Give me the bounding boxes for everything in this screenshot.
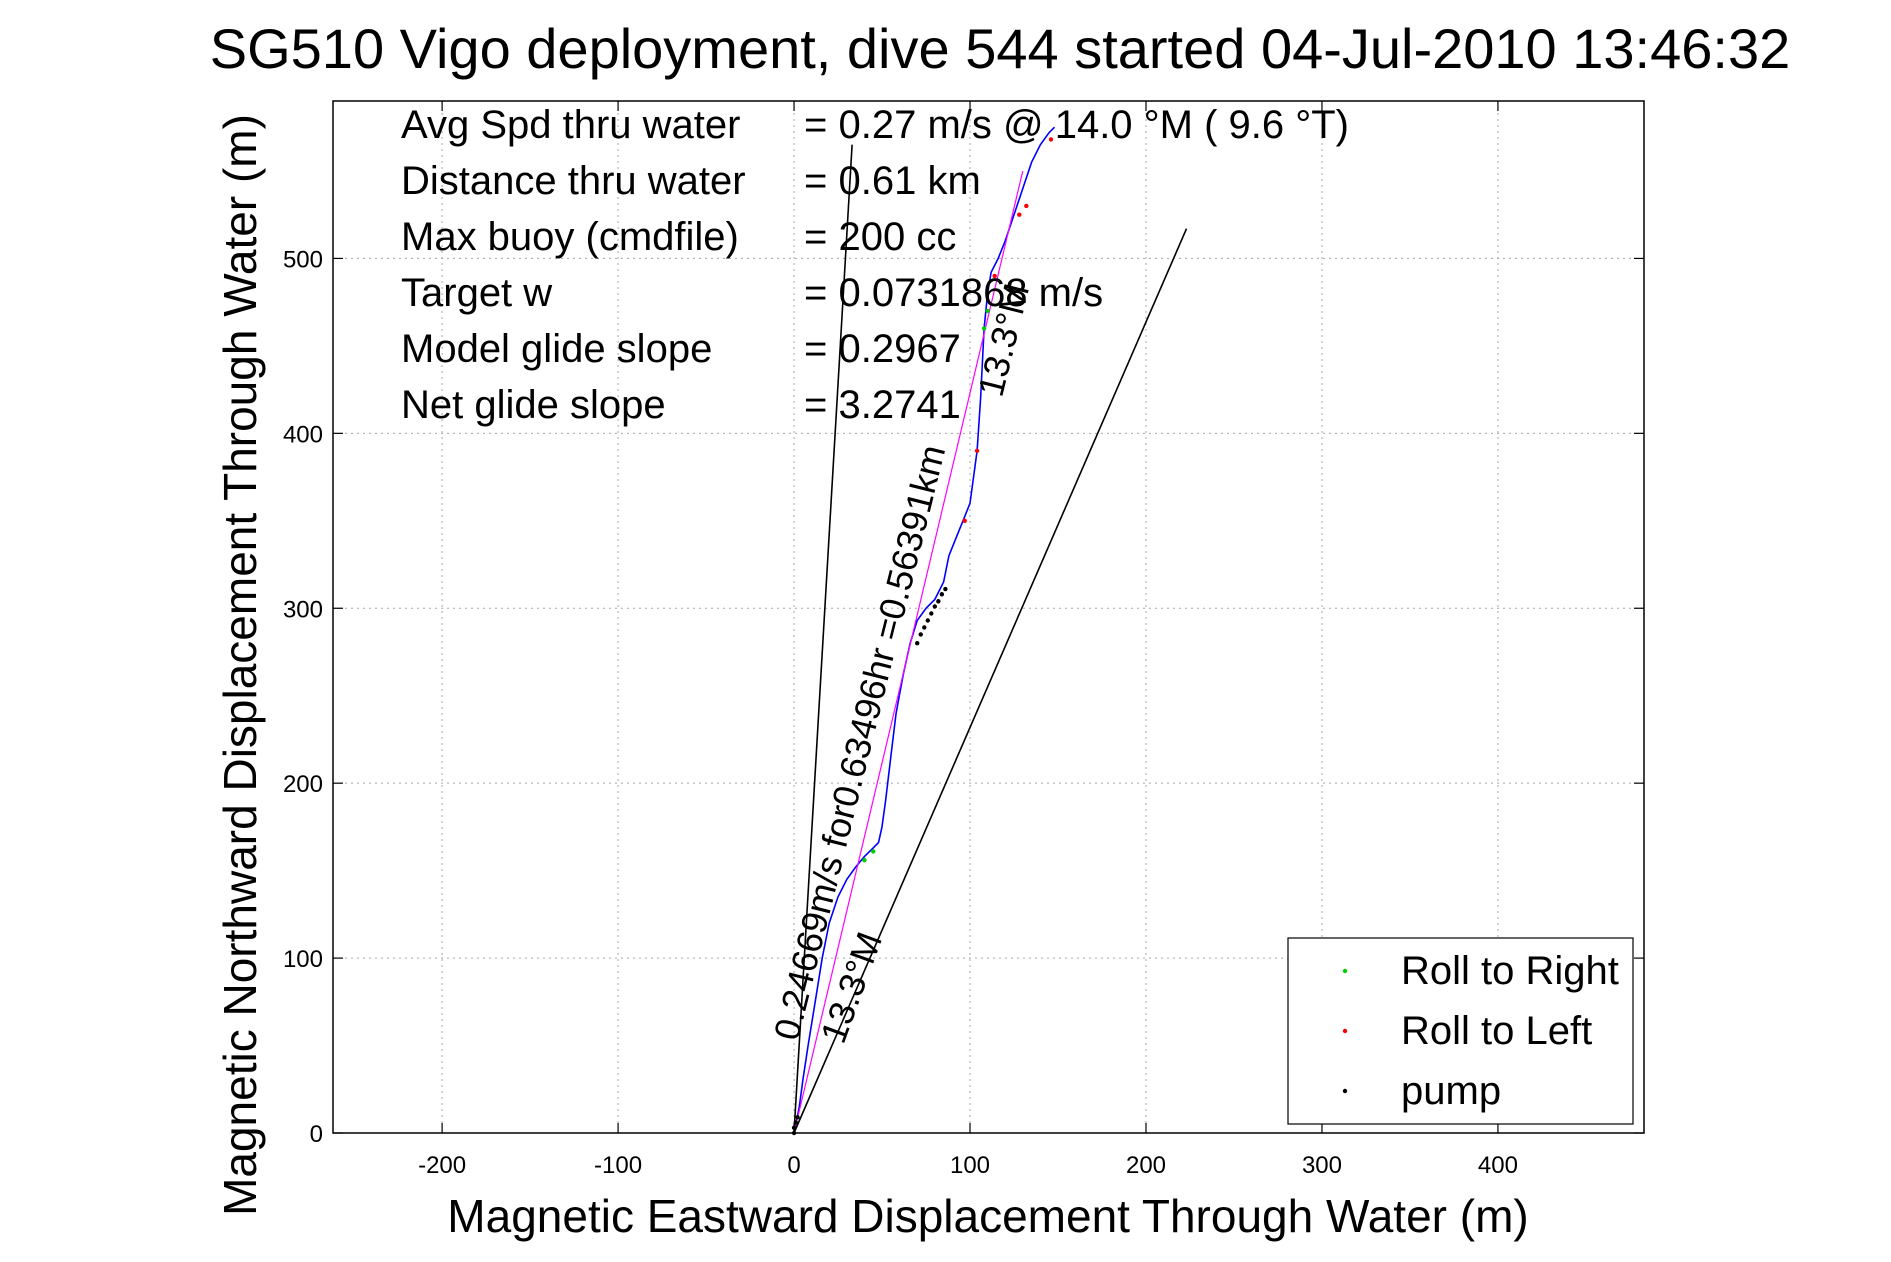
glide-line — [793, 228, 1188, 1134]
roll-to-right-marker — [985, 308, 990, 314]
pump-marker — [791, 1125, 797, 1130]
pump-marker — [936, 599, 941, 604]
roll-to-right-marker — [871, 849, 876, 854]
y-tick-label: 400 — [283, 421, 323, 448]
pump-marker — [932, 604, 938, 609]
legend-marker — [1342, 1088, 1348, 1094]
x-tick-label: 300 — [1302, 1152, 1342, 1179]
y-tick-label: 100 — [283, 946, 323, 973]
info-label: Target w — [401, 271, 552, 315]
info-value: = 0.61 km — [804, 159, 981, 203]
pump-marker — [929, 611, 934, 616]
info-value: = 0.27 m/s @ 14.0 °M ( 9.6 °T) — [804, 103, 1349, 147]
y-tick-label: 0 — [310, 1121, 323, 1148]
info-block: Avg Spd thru water = 0.27 m/s @ 14.0 °M (… — [401, 103, 1349, 427]
x-axis-label: Magnetic Eastward Displacement Through W… — [447, 1190, 1528, 1242]
pump-marker — [925, 618, 930, 623]
legend-marker — [1342, 1028, 1348, 1034]
info-label: Distance thru water — [401, 159, 746, 203]
pump-marker — [915, 641, 920, 646]
series-layer — [791, 126, 1188, 1136]
info-label: Net glide slope — [401, 383, 666, 427]
chart-title: SG510 Vigo deployment, dive 544 started … — [210, 17, 1791, 80]
legend-marker — [1342, 968, 1348, 974]
track-line — [793, 126, 1056, 1134]
legend-label: Roll to Left — [1401, 1009, 1592, 1053]
roll-to-left-marker — [1048, 137, 1054, 142]
info-label: Model glide slope — [401, 327, 712, 371]
info-value: = 200 cc — [804, 215, 956, 259]
pump-marker — [922, 625, 927, 630]
info-value: = 3.2741 — [804, 383, 961, 427]
roll-to-left-marker — [1017, 212, 1022, 217]
legend-label: pump — [1401, 1069, 1501, 1113]
x-tick-label: 400 — [1478, 1152, 1518, 1179]
info-label: Max buoy (cmdfile) — [401, 215, 739, 259]
y-tick-label: 300 — [283, 596, 323, 623]
roll-to-left-marker — [1024, 203, 1029, 209]
roll-to-left-marker — [974, 448, 980, 454]
pump-marker — [943, 586, 948, 592]
y-tick-label: 500 — [283, 246, 323, 273]
roll-to-left-marker — [992, 273, 997, 279]
legend: Roll to Right Roll to Left pump — [1287, 937, 1634, 1125]
roll-to-right-marker — [862, 857, 867, 863]
roll-to-right-marker — [981, 326, 987, 331]
x-tick-label: -100 — [594, 1152, 642, 1179]
info-label: Avg Spd thru water — [401, 103, 740, 147]
x-tick-label: 200 — [1126, 1152, 1166, 1179]
plot-frame — [332, 100, 1645, 1134]
glide-line — [793, 144, 853, 1134]
y-tick-label: 200 — [283, 771, 323, 798]
x-tick-label: -200 — [418, 1152, 466, 1179]
pump-marker — [939, 592, 945, 597]
info-value: = 0.2967 — [804, 327, 961, 371]
x-tick-label: 100 — [950, 1152, 990, 1179]
pump-marker — [795, 1115, 800, 1120]
pump-marker — [918, 632, 923, 637]
pump-marker — [793, 1120, 799, 1125]
x-tick-label: 0 — [787, 1152, 800, 1179]
legend-label: Roll to Right — [1401, 949, 1619, 993]
centerline-line — [793, 170, 1024, 1134]
info-value: = 0.0731868 m/s — [804, 271, 1103, 315]
tick-labels: -200 -100 0 100 200 300 400 0 100 200 300 400 500 — [283, 246, 1518, 1179]
roll-to-left-marker — [962, 518, 967, 523]
y-axis-label: Magnetic Northward Displacement Through … — [214, 114, 266, 1216]
